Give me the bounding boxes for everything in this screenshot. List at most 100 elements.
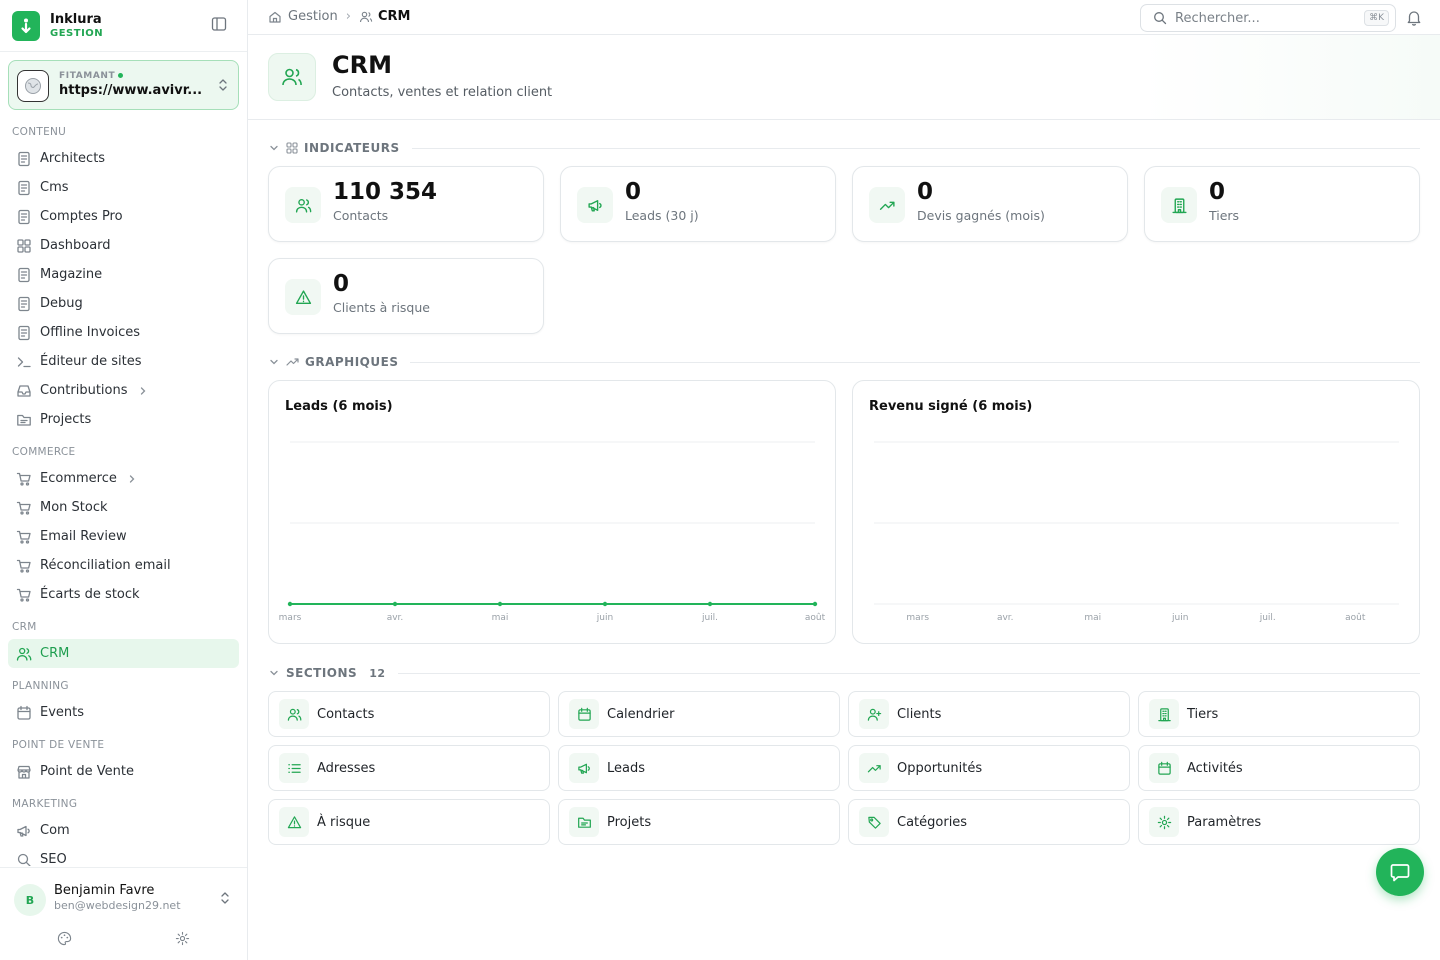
sidebar-item-ecommerce[interactable]: Ecommerce: [8, 464, 239, 493]
sidebar: Inklura GESTION FITAMANT https://www.avi…: [0, 0, 248, 960]
section-tile-a-risque[interactable]: À risque: [268, 799, 550, 845]
tile-label: Projets: [607, 814, 652, 830]
chart-title: Revenu signé (6 mois): [869, 399, 1033, 414]
calendar-icon: [1149, 753, 1179, 783]
sidebar-item-r-conciliation-email[interactable]: Réconciliation email: [8, 551, 239, 580]
section-tile-leads[interactable]: Leads: [558, 745, 840, 791]
section-tile-categories[interactable]: Catégories: [848, 799, 1130, 845]
cart-icon: [16, 500, 32, 516]
trending-up-icon: [869, 187, 905, 223]
sidebar-item-label: Comptes Pro: [40, 209, 123, 224]
document-icon: [16, 209, 32, 225]
sidebar-item-label: Offline Invoices: [40, 325, 141, 340]
nav-section-title: PLANNING: [12, 680, 69, 692]
sidebar-toggle-icon[interactable]: [211, 16, 231, 36]
breadcrumb-home[interactable]: Gestion: [288, 9, 338, 24]
sidebar-item-events[interactable]: Events: [8, 698, 239, 727]
warning-icon: [285, 279, 321, 315]
palette-icon[interactable]: [57, 931, 72, 946]
sidebar-item-dashboard[interactable]: Dashboard: [8, 231, 239, 260]
folder-icon: [569, 807, 599, 837]
kpi-card[interactable]: 0 Clients à risque: [268, 258, 544, 334]
sidebar-item-com[interactable]: Com: [8, 816, 239, 845]
section-tile-projets[interactable]: Projets: [558, 799, 840, 845]
sidebar-item-mon-stock[interactable]: Mon Stock: [8, 493, 239, 522]
search-input[interactable]: [1175, 10, 1355, 26]
list-icon: [279, 753, 309, 783]
sidebar-item-architects[interactable]: Architects: [8, 144, 239, 173]
sidebar-item-contributions[interactable]: Contributions: [8, 376, 239, 405]
section-tile-parametres[interactable]: Paramètres: [1138, 799, 1420, 845]
site-switcher[interactable]: FITAMANT https://www.avivr...: [8, 60, 239, 110]
document-icon: [16, 180, 32, 196]
section-tile-contacts[interactable]: Contacts: [268, 691, 550, 737]
section-header-sections[interactable]: SECTIONS 12: [268, 665, 1420, 681]
section-title: SECTIONS: [286, 666, 358, 680]
x-tick-label: août: [805, 613, 826, 623]
sidebar-item-projects[interactable]: Projects: [8, 405, 239, 434]
section-header-charts[interactable]: GRAPHIQUES: [268, 354, 1420, 370]
data-point: [392, 601, 398, 607]
topbar: Gestion › CRM ⌘K: [248, 0, 1440, 35]
users-icon: [16, 646, 32, 662]
tile-label: Adresses: [317, 760, 376, 776]
nav-section-title: COMMERCE: [12, 446, 76, 458]
divider: [397, 672, 1420, 674]
gear-icon[interactable]: [175, 931, 190, 946]
nav-section-title: POINT DE VENTE: [12, 739, 105, 751]
tile-label: Leads: [607, 760, 646, 776]
kpi-card[interactable]: 110 354 Contacts: [268, 166, 544, 242]
section-tile-calendrier[interactable]: Calendrier: [558, 691, 840, 737]
sidebar-item-crm[interactable]: CRM: [8, 639, 239, 668]
sidebar-item-label: Dashboard: [40, 238, 111, 253]
kpi-card[interactable]: 0 Leads (30 j): [560, 166, 836, 242]
sidebar-item-label: Magazine: [40, 267, 103, 282]
sidebar-item-debug[interactable]: Debug: [8, 289, 239, 318]
bell-icon[interactable]: [1406, 9, 1422, 26]
warning-icon: [279, 807, 309, 837]
x-tick-label: avr.: [387, 613, 404, 623]
tile-label: Catégories: [897, 814, 968, 830]
chevron-updown-icon[interactable]: [219, 891, 231, 905]
building-icon: [1161, 187, 1197, 223]
avatar[interactable]: B: [14, 884, 46, 916]
users-icon: [279, 699, 309, 729]
data-point: [812, 601, 818, 607]
brand[interactable]: Inklura GESTION: [12, 10, 103, 42]
sidebar-item-cms[interactable]: Cms: [8, 173, 239, 202]
terminal-icon: [16, 354, 32, 370]
sidebar-item--carts-de-stock[interactable]: Écarts de stock: [8, 580, 239, 609]
sidebar-item-label: Cms: [40, 180, 69, 195]
section-tile-opportunites[interactable]: Opportunités: [848, 745, 1130, 791]
leads-chart: mars avr. mai juin juil. août: [279, 441, 826, 623]
chat-button[interactable]: [1376, 848, 1424, 896]
site-label: FITAMANT: [59, 71, 124, 81]
kpi-card[interactable]: 0 Devis gagnés (mois): [852, 166, 1128, 242]
sidebar-item-point-de-vente[interactable]: Point de Vente: [8, 757, 239, 786]
section-tile-clients[interactable]: Clients: [848, 691, 1130, 737]
chevron-updown-icon: [217, 78, 229, 92]
sidebar-item-email-review[interactable]: Email Review: [8, 522, 239, 551]
sidebar-item-offline-invoices[interactable]: Offline Invoices: [8, 318, 239, 347]
document-icon: [16, 151, 32, 167]
kpi-label: Leads (30 j): [625, 208, 699, 223]
section-header-indicators[interactable]: INDICATEURS: [268, 140, 1420, 156]
x-tick-label: avr.: [997, 613, 1014, 623]
sidebar-item--diteur-de-sites[interactable]: Éditeur de sites: [8, 347, 239, 376]
chevron-right-icon: [127, 474, 137, 484]
section-tile-activites[interactable]: Activités: [1138, 745, 1420, 791]
section-tile-tiers[interactable]: Tiers: [1138, 691, 1420, 737]
tile-label: Activités: [1187, 760, 1243, 776]
section-tile-adresses[interactable]: Adresses: [268, 745, 550, 791]
grid-icon: [286, 142, 298, 154]
sidebar-item-magazine[interactable]: Magazine: [8, 260, 239, 289]
kpi-card[interactable]: 0 Tiers: [1144, 166, 1420, 242]
x-tick-label: mars: [906, 613, 929, 623]
sidebar-item-seo[interactable]: SEO: [8, 845, 239, 866]
sidebar-item-comptes-pro[interactable]: Comptes Pro: [8, 202, 239, 231]
status-dot: [118, 73, 124, 78]
sidebar-item-label: Email Review: [40, 529, 127, 544]
tile-label: Contacts: [317, 706, 375, 722]
gear-icon: [1149, 807, 1179, 837]
search-box[interactable]: ⌘K: [1140, 4, 1396, 32]
